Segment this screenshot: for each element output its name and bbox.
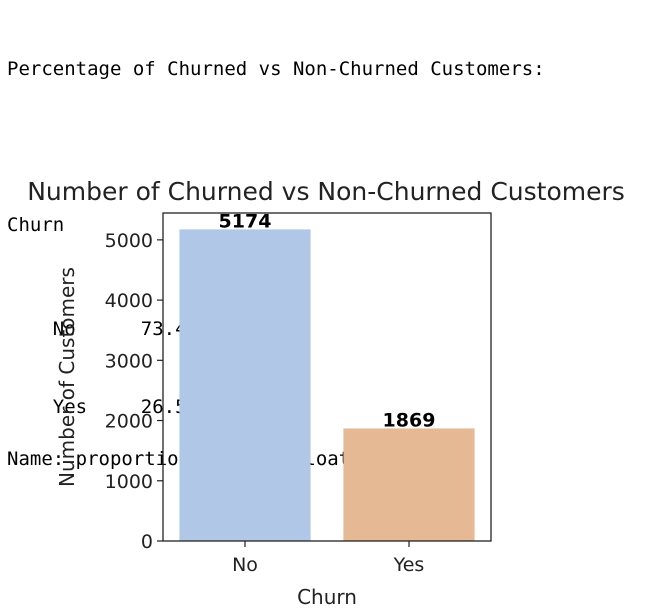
data-label: 5174: [219, 210, 272, 232]
x-tick-label: Yes: [393, 554, 425, 576]
y-tick-label: 2000: [105, 411, 153, 433]
y-axis-ticks: 0 1000 2000 3000 4000 5000: [105, 230, 163, 553]
y-tick-label: 5000: [105, 230, 153, 252]
bar-yes: [343, 428, 475, 541]
bar-no: [179, 229, 311, 541]
chart-title: Number of Churned vs Non-Churned Custome…: [27, 177, 625, 206]
bars-group: [179, 229, 475, 541]
series-index: Yes: [52, 396, 88, 418]
series-name: Churn: [7, 214, 65, 236]
output-header: Percentage of Churned vs Non-Churned Cus…: [7, 58, 545, 80]
y-tick-label: 1000: [105, 471, 153, 493]
y-axis-label: Number of Customers: [55, 267, 79, 487]
x-tick-label: No: [232, 554, 258, 576]
y-tick-label: 4000: [105, 290, 153, 312]
x-axis-ticks: No Yes: [232, 541, 424, 576]
series-index: No: [52, 318, 76, 340]
x-axis-label: Churn: [297, 585, 357, 609]
data-label: 1869: [383, 409, 436, 431]
y-tick-label: 0: [141, 531, 153, 553]
plot-frame: [162, 212, 492, 542]
y-tick-label: 3000: [105, 350, 153, 372]
data-labels-group: 5174 1869: [219, 210, 436, 431]
